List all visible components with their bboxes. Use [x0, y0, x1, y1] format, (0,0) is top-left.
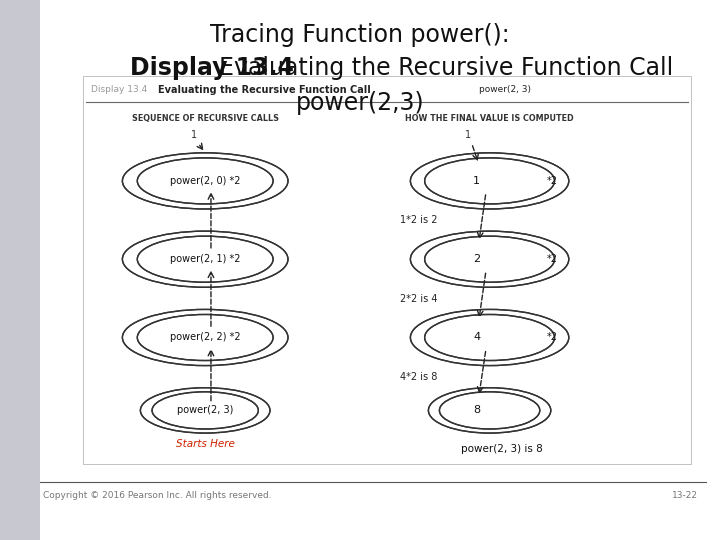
- Text: Copyright © 2016 Pearson Inc. All rights reserved.: Copyright © 2016 Pearson Inc. All rights…: [43, 491, 272, 500]
- Text: 1: 1: [473, 176, 480, 186]
- Text: 1: 1: [465, 130, 471, 140]
- Text: 8: 8: [473, 406, 480, 415]
- Ellipse shape: [410, 231, 569, 287]
- Text: 4*2 is 8: 4*2 is 8: [400, 372, 437, 382]
- Text: power(2,3): power(2,3): [296, 91, 424, 114]
- Text: power(2, 3): power(2, 3): [479, 85, 531, 94]
- Ellipse shape: [122, 231, 288, 287]
- Text: Evaluating the Recursive Function Call: Evaluating the Recursive Function Call: [158, 85, 371, 94]
- Text: power(2, 0) *2: power(2, 0) *2: [170, 176, 240, 186]
- Bar: [83, 76, 691, 464]
- Ellipse shape: [122, 309, 288, 366]
- Text: 2: 2: [473, 254, 480, 264]
- Text: Display 13.4: Display 13.4: [130, 56, 294, 79]
- Text: 13-22: 13-22: [672, 491, 698, 500]
- Text: 4: 4: [473, 333, 480, 342]
- Ellipse shape: [140, 388, 270, 433]
- Text: SEQUENCE OF RECURSIVE CALLS: SEQUENCE OF RECURSIVE CALLS: [132, 114, 279, 123]
- Text: Tracing Function power():: Tracing Function power():: [210, 23, 510, 47]
- Text: Display 13.4: Display 13.4: [91, 85, 148, 94]
- Bar: [0, 0, 40, 540]
- Text: power(2, 3) is 8: power(2, 3) is 8: [461, 444, 543, 454]
- Text: Evaluating the Recursive Function Call: Evaluating the Recursive Function Call: [220, 56, 673, 79]
- Text: 2*2 is 4: 2*2 is 4: [400, 294, 437, 303]
- Ellipse shape: [410, 153, 569, 209]
- Text: power(2, 3): power(2, 3): [177, 406, 233, 415]
- Ellipse shape: [410, 309, 569, 366]
- Text: power(2, 1) *2: power(2, 1) *2: [170, 254, 240, 264]
- Text: 1: 1: [192, 130, 197, 140]
- Text: *2: *2: [546, 254, 557, 264]
- Bar: [40, 0, 720, 130]
- Text: 1*2 is 2: 1*2 is 2: [400, 215, 437, 225]
- Text: *2: *2: [546, 176, 557, 186]
- Text: Starts Here: Starts Here: [176, 439, 235, 449]
- Text: power(2, 2) *2: power(2, 2) *2: [170, 333, 240, 342]
- Ellipse shape: [428, 388, 551, 433]
- Text: *2: *2: [546, 333, 557, 342]
- Text: HOW THE FINAL VALUE IS COMPUTED: HOW THE FINAL VALUE IS COMPUTED: [405, 114, 574, 123]
- Ellipse shape: [122, 153, 288, 209]
